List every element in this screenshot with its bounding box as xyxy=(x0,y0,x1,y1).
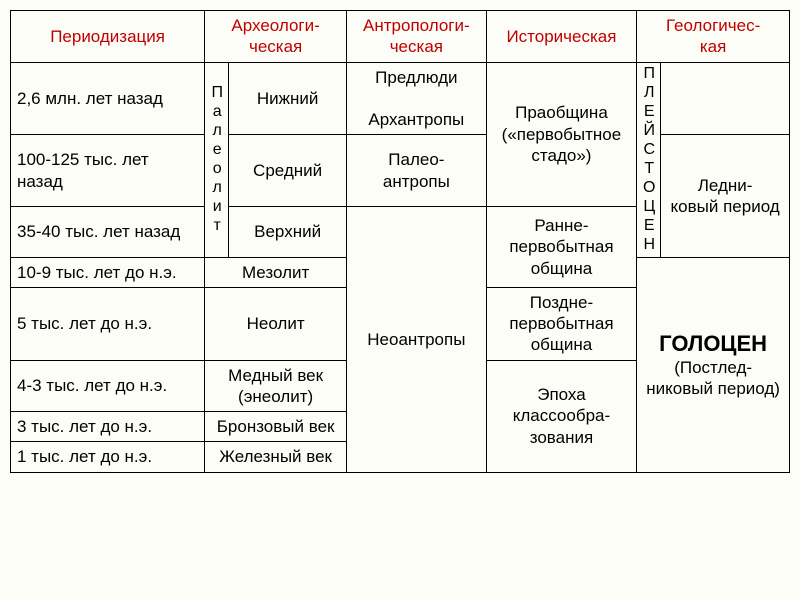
header-geological: Геологичес- кая xyxy=(637,11,790,63)
archaeo-upper: Верхний xyxy=(229,207,347,258)
header-row: Периодизация Археологи- ческая Антрополо… xyxy=(11,11,790,63)
historical-early: Ранне- первобытная община xyxy=(486,207,637,288)
period-cell: 100-125 тыс. лет назад xyxy=(11,135,205,207)
period-cell: 1 тыс. лет до н.э. xyxy=(11,442,205,472)
header-anthropological: Антропологи- ческая xyxy=(347,11,487,63)
period-cell: 10-9 тыс. лет до н.э. xyxy=(11,257,205,287)
period-cell: 4-3 тыс. лет до н.э. xyxy=(11,360,205,412)
pleistocene-label: ПЛЕЙСТОЦЕН xyxy=(637,62,661,257)
historical-late: Поздне- первобытная община xyxy=(486,287,637,360)
paleolith-label: Палеолит xyxy=(205,62,229,257)
header-periodization: Периодизация xyxy=(11,11,205,63)
anthropo-paleo: Палео- антропы xyxy=(347,135,487,207)
periodization-table: Периодизация Археологи- ческая Антрополо… xyxy=(10,10,790,473)
archaeo-bronze: Бронзовый век xyxy=(205,412,347,442)
historical-praobshchina: Праобщина («первобытное стадо») xyxy=(486,62,637,207)
header-archaeological: Археологи- ческая xyxy=(205,11,347,63)
table-row: 100-125 тыс. лет назад Средний Палео- ан… xyxy=(11,135,790,207)
anthropo-pre-arch: Предлюди Архантропы xyxy=(347,62,487,135)
archaeo-lower: Нижний xyxy=(229,62,347,135)
archaeo-middle: Средний xyxy=(229,135,347,207)
period-cell: 3 тыс. лет до н.э. xyxy=(11,412,205,442)
period-cell: 2,6 млн. лет назад xyxy=(11,62,205,135)
holocene-cell: ГОЛОЦЕН (Постлед- никовый период) xyxy=(637,257,790,472)
archaeo-mesolith: Мезолит xyxy=(205,257,347,287)
geo-glacial: Ледни- ковый период xyxy=(661,135,790,257)
anthropo-neo: Неоантропы xyxy=(347,207,487,473)
geo-empty xyxy=(661,62,790,135)
archaeo-copper: Медный век (энеолит) xyxy=(205,360,347,412)
period-cell: 35-40 тыс. лет назад xyxy=(11,207,205,258)
period-cell: 5 тыс. лет до н.э. xyxy=(11,287,205,360)
archaeo-neolith: Неолит xyxy=(205,287,347,360)
historical-class: Эпоха классообра- зования xyxy=(486,360,637,472)
archaeo-iron: Железный век xyxy=(205,442,347,472)
holocene-main: ГОЛОЦЕН xyxy=(643,330,783,358)
holocene-sub: (Постлед- никовый период) xyxy=(643,357,783,400)
header-historical: Историческая xyxy=(486,11,637,63)
table-row: 2,6 млн. лет назад Палеолит Нижний Предл… xyxy=(11,62,790,135)
